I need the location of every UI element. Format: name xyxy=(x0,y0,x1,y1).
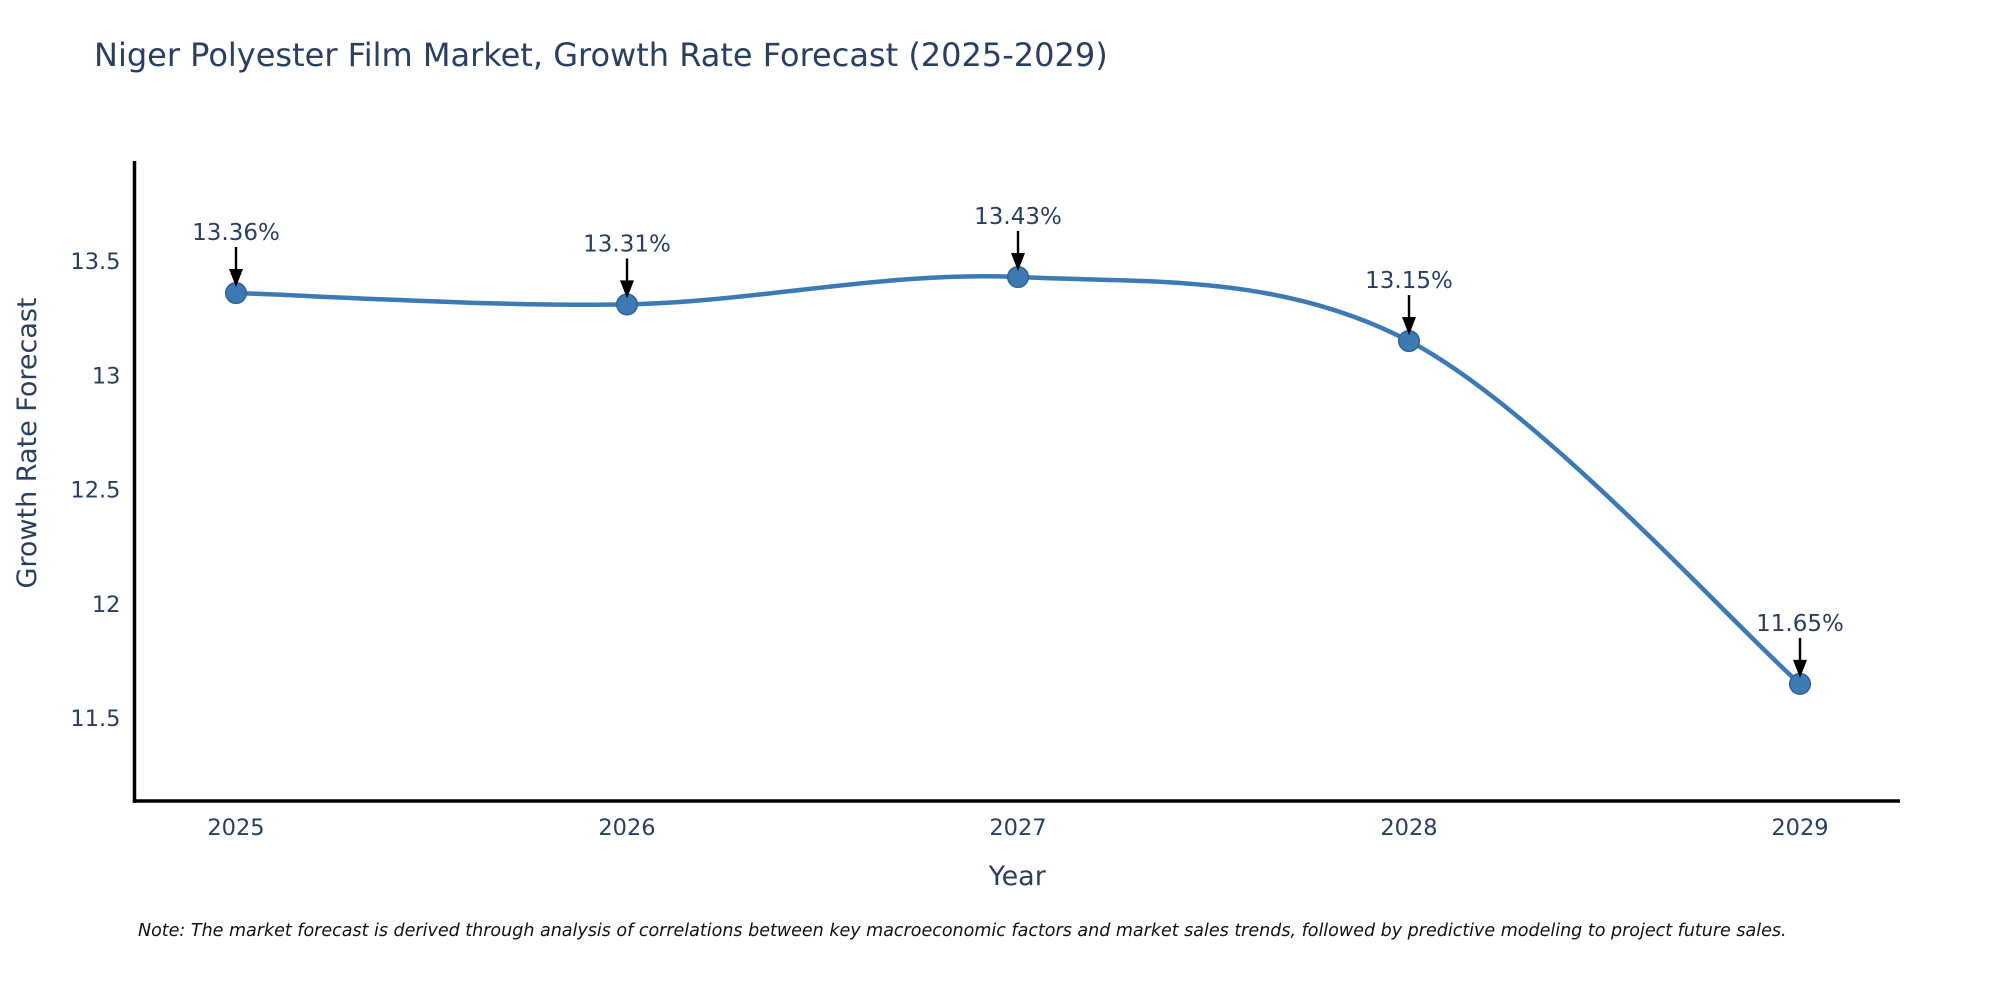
annotation-arrowhead xyxy=(1011,253,1025,272)
x-tick-label: 2026 xyxy=(598,815,655,841)
chart-footnote: Note: The market forecast is derived thr… xyxy=(138,921,1787,941)
chart-title: Niger Polyester Film Market, Growth Rate… xyxy=(94,36,1108,74)
annotation-arrowhead xyxy=(620,280,634,299)
data-point-label: 13.43% xyxy=(974,204,1062,230)
x-tick-label: 2029 xyxy=(1771,815,1828,841)
x-tick-label: 2028 xyxy=(1380,815,1437,841)
y-tick-label: 13.5 xyxy=(70,249,120,275)
annotation-arrowhead xyxy=(229,269,243,288)
y-axis-title: Growth Rate Forecast xyxy=(12,297,43,588)
data-point-label: 13.15% xyxy=(1365,268,1453,294)
data-point-label: 13.31% xyxy=(583,231,671,257)
x-axis-title: Year xyxy=(988,861,1047,892)
y-tick-label: 12 xyxy=(92,592,121,618)
data-point-label: 11.65% xyxy=(1756,611,1844,637)
y-tick-label: 12.5 xyxy=(70,478,120,504)
x-tick-label: 2027 xyxy=(989,815,1046,841)
y-tick-label: 11.5 xyxy=(70,706,120,732)
y-tick-label: 13 xyxy=(92,363,121,389)
annotation-arrowhead xyxy=(1402,317,1416,336)
data-point-label: 13.36% xyxy=(192,220,280,246)
forecast-line xyxy=(233,273,1803,687)
growth-rate-line-chart: 13.5 13 12.5 12 11.5 2025 2026 2027 2028 2029 Grow… xyxy=(12,161,1900,892)
x-tick-label: 2025 xyxy=(207,815,264,841)
annotation-arrowhead xyxy=(1793,659,1807,678)
